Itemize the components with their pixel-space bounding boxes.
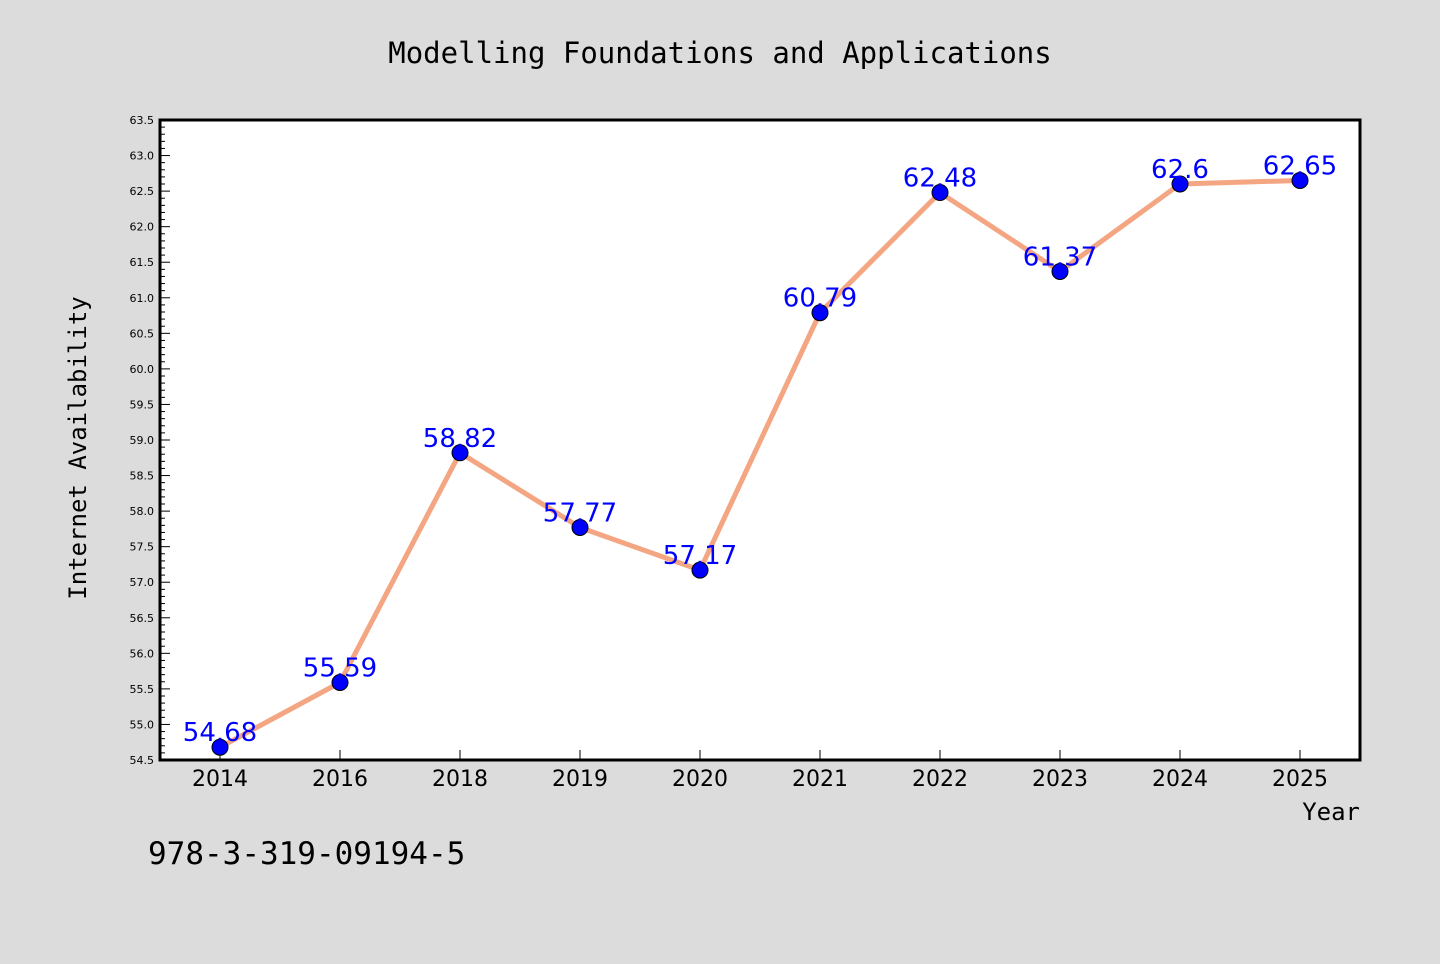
y-tick-label: 63.0: [130, 150, 155, 163]
y-tick-label: 56.5: [130, 612, 155, 625]
x-tick-label: 2023: [1032, 767, 1088, 792]
data-point: [331, 673, 349, 691]
data-label: 61.37: [1023, 242, 1097, 272]
y-tick-label: 59.5: [130, 398, 155, 411]
y-tick-label: 57.0: [130, 576, 155, 589]
data-point: [811, 304, 829, 322]
data-label: 57.77: [543, 498, 617, 528]
y-tick-label: 61.0: [130, 292, 155, 305]
data-point: [451, 444, 469, 462]
x-tick-label: 2021: [792, 767, 848, 792]
y-tick-label: 57.5: [130, 541, 155, 554]
x-tick-label: 2014: [192, 767, 248, 792]
data-point: [1171, 175, 1189, 193]
data-label: 54.68: [183, 718, 257, 748]
y-axis-label: Internet Availability: [64, 296, 92, 599]
y-tick-label: 59.0: [130, 434, 155, 447]
data-point: [691, 561, 709, 579]
data-label: 62.65: [1263, 151, 1337, 181]
y-axis: 54.5 55.0 55.5 56.0 56.5 57.0 57.5 58.0 58.5 59.0…: [130, 114, 170, 767]
data-label: 62.48: [903, 164, 977, 194]
y-tick-label: 62.0: [130, 221, 155, 234]
x-tick-label: 2018: [432, 767, 488, 792]
data-point: [1291, 171, 1309, 189]
data-label: 58.82: [423, 424, 497, 454]
x-axis: 2014 2016 2018 2019 2020 2021 2022 2023 2024 2025: [192, 750, 1328, 792]
y-tick-label: 55.5: [130, 683, 155, 696]
y-tick-label: 60.0: [130, 363, 155, 376]
y-tick-label: 63.5: [130, 114, 155, 127]
y-tick-label: 62.5: [130, 185, 155, 198]
data-point: [211, 738, 229, 756]
y-tick-label: 60.5: [130, 327, 155, 340]
y-tick-label: 58.0: [130, 505, 155, 518]
y-tick-label: 55.0: [130, 718, 155, 731]
y-tick-label: 58.5: [130, 470, 155, 483]
series-line: [218, 177, 1301, 750]
x-tick-label: 2022: [912, 767, 968, 792]
x-axis-label: Year: [1302, 798, 1360, 826]
footer-id: 978-3-319-09194-5: [148, 836, 465, 872]
data-label: 62.6: [1151, 155, 1209, 185]
x-tick-label: 2016: [312, 767, 368, 792]
data-point: [1051, 262, 1069, 280]
x-tick-label: 2020: [672, 767, 728, 792]
data-label: 57.17: [663, 541, 737, 571]
chart-title: Modelling Foundations and Applications: [388, 36, 1051, 70]
data-point: [571, 518, 589, 536]
data-label: 55.59: [303, 653, 377, 683]
y-tick-label: 54.5: [130, 754, 155, 767]
x-tick-label: 2025: [1272, 767, 1328, 792]
series-layer: 54.68 55.59 58.82 57.77 57.17 60.79 62.48 61.37…: [183, 151, 1337, 756]
y-tick-label: 61.5: [130, 256, 155, 269]
data-label: 60.79: [783, 284, 857, 314]
x-tick-label: 2019: [552, 767, 608, 792]
x-tick-label: 2024: [1152, 767, 1208, 792]
y-tick-label: 56.0: [130, 647, 155, 660]
data-point: [931, 184, 949, 202]
